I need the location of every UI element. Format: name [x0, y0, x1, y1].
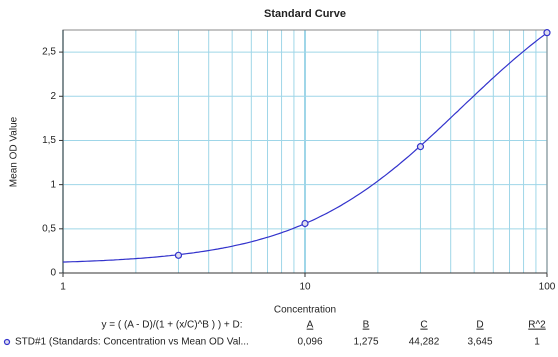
fit-equation: y = ( (A - D)/(1 + (x/C)^B ) ) + D:: [101, 320, 242, 331]
fit-param-name: R^2: [528, 320, 546, 331]
data-point: [174, 251, 183, 259]
legend-label: STD#1 (Standards: Concentration vs Mean …: [15, 337, 249, 348]
data-point: [543, 29, 551, 37]
data-point: [301, 219, 309, 228]
y-axis-label: Mean OD Value: [9, 116, 20, 187]
chart-title: Standard Curve: [264, 8, 346, 20]
x-tick-label: 1: [60, 282, 66, 293]
fit-param-name: B: [363, 320, 370, 331]
fit-param-name: A: [307, 320, 314, 331]
data-point: [416, 143, 425, 151]
y-tick-label: 1: [50, 179, 56, 190]
y-tick-label: 2: [50, 91, 56, 102]
fit-param-value: 1: [534, 337, 540, 348]
legend-marker: [3, 338, 11, 346]
x-tick-label: 100: [539, 282, 556, 293]
y-tick-label: 0: [50, 268, 56, 279]
y-tick-label: 2,5: [42, 47, 56, 58]
y-tick-label: 0,5: [42, 223, 56, 234]
fit-param-value: 3,645: [467, 337, 492, 348]
x-axis-label: Concentration: [274, 305, 336, 316]
fit-param-value: 0,096: [297, 337, 322, 348]
fit-param-name: C: [420, 320, 427, 331]
x-tick-label: 10: [299, 282, 311, 293]
y-tick-label: 1,5: [42, 135, 56, 146]
fit-param-value: 1,275: [353, 337, 378, 348]
fit-param-name: D: [476, 320, 483, 331]
fit-param-value: 44,282: [409, 337, 440, 348]
